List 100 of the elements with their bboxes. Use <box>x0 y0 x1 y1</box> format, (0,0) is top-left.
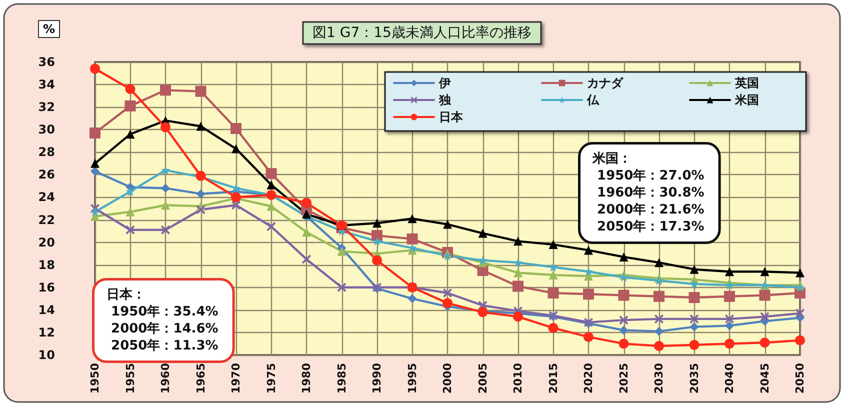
point <box>161 225 170 234</box>
x-tick-label: 1955 <box>124 363 137 394</box>
point <box>548 288 559 299</box>
point <box>196 122 206 131</box>
point <box>725 280 734 290</box>
point <box>690 280 699 289</box>
y-tick-label: 10 <box>38 348 55 362</box>
point <box>760 267 770 276</box>
point <box>724 338 734 349</box>
point <box>619 326 628 335</box>
point <box>619 252 628 262</box>
legend-label: 英国 <box>734 76 759 90</box>
point <box>372 218 382 228</box>
point <box>90 64 100 74</box>
x-tick-label: 2030 <box>652 362 666 394</box>
point <box>690 264 699 274</box>
point <box>584 332 594 342</box>
x-tick-label: 2015 <box>546 363 560 394</box>
point <box>302 254 311 264</box>
point <box>232 200 240 210</box>
x-tick-label: 2010 <box>512 362 524 394</box>
point <box>90 207 100 216</box>
point <box>195 86 206 97</box>
point <box>478 228 488 238</box>
point <box>372 236 382 246</box>
y-tick-label: 22 <box>38 212 55 227</box>
point <box>90 166 100 176</box>
point <box>408 294 417 304</box>
point <box>654 258 664 268</box>
point <box>654 314 664 324</box>
y-tick-label: 30 <box>38 122 55 137</box>
point <box>584 246 593 255</box>
point <box>796 308 804 318</box>
y-tick-label: 18 <box>38 258 55 272</box>
legend-label: 仏 <box>586 93 600 107</box>
point <box>161 200 170 210</box>
point <box>266 202 276 211</box>
point <box>619 316 628 325</box>
point <box>654 276 664 286</box>
point <box>654 326 664 336</box>
point <box>90 158 100 168</box>
x-tick-label: 2040 <box>723 362 736 394</box>
point <box>443 288 452 298</box>
x-tick-label: 1965 <box>194 363 208 394</box>
x-tick-label: 2045 <box>758 363 772 394</box>
point <box>618 338 629 349</box>
point <box>196 205 206 214</box>
point <box>406 233 418 244</box>
point <box>302 228 311 237</box>
point <box>548 322 558 333</box>
point <box>302 198 312 208</box>
point <box>124 100 136 112</box>
legend-label: カナダ <box>587 76 624 90</box>
point <box>618 290 630 301</box>
point <box>583 288 594 300</box>
x-tick-label: 2050 <box>794 362 806 394</box>
y-tick-label: 14 <box>38 302 55 317</box>
point <box>160 122 170 132</box>
y-tick-label: 36 <box>38 55 55 69</box>
point <box>760 312 770 322</box>
x-tick-label: 1960 <box>159 362 172 394</box>
point <box>337 282 346 292</box>
x-tick-label: 1970 <box>230 362 242 394</box>
chart-title: 図1 G7：15歳未満人口比率の推移 <box>312 25 532 41</box>
annotation: 日本： 1950年：35.4% 2000年：14.6% 2050年：11.3% <box>106 288 218 354</box>
point <box>372 230 382 242</box>
y-tick-label: 16 <box>38 280 55 294</box>
point <box>513 312 523 322</box>
point <box>232 184 240 193</box>
point <box>161 184 170 193</box>
point <box>724 290 735 302</box>
point <box>232 144 240 154</box>
point <box>690 322 699 332</box>
point <box>584 267 593 276</box>
x-tick-label: 2020 <box>582 362 595 394</box>
legend-label: 日本 <box>439 110 464 124</box>
point <box>126 225 135 234</box>
x-tick-label: 2005 <box>476 363 490 394</box>
point <box>725 321 734 330</box>
point <box>796 268 804 278</box>
point <box>126 187 135 196</box>
point <box>688 292 700 304</box>
point <box>90 127 100 138</box>
legend-label: 独 <box>438 93 452 107</box>
x-tick-label: 1990 <box>370 362 384 394</box>
x-tick-label: 2025 <box>617 363 630 394</box>
point <box>196 189 206 198</box>
point <box>266 180 276 190</box>
x-tick-label: 1995 <box>406 363 419 394</box>
point <box>126 130 135 139</box>
annotation: 米国： 1950年：27.0% 1960年：30.8% 2000年：21.6% 2050年：17.3% <box>592 152 704 234</box>
y-tick-label: 24 <box>38 190 55 204</box>
point <box>230 122 242 134</box>
point <box>442 298 452 308</box>
point <box>337 246 346 256</box>
x-tick-label: 1950 <box>88 362 102 394</box>
point <box>725 267 734 276</box>
point <box>126 207 135 216</box>
y-tick-label: 26 <box>38 168 55 182</box>
point <box>548 270 558 280</box>
